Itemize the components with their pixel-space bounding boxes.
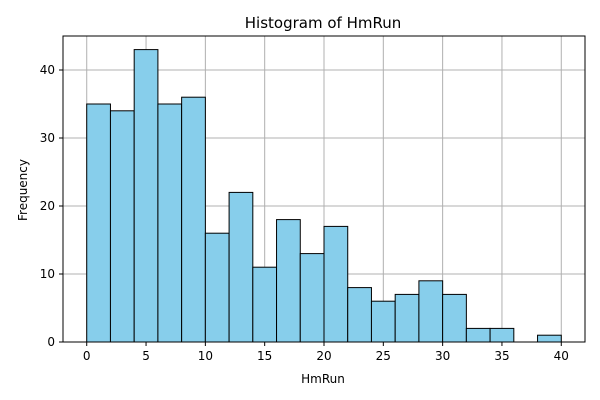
histogram-bar (133, 49, 159, 343)
x-tick-label: 5 (142, 349, 150, 363)
histogram-bar (323, 225, 349, 343)
axes-layer: 0 5 10 15 20 25 30 35 40 0 10 20 30 40 (40, 35, 586, 363)
histogram-bar (442, 293, 467, 343)
y-axis-label: Frequency (16, 159, 30, 221)
x-tick-label: 40 (554, 349, 569, 363)
histogram-bar (347, 287, 372, 343)
histogram-bar (394, 293, 420, 343)
x-tick-label: 35 (494, 349, 509, 363)
y-tick-label: 20 (40, 199, 55, 213)
histogram-bar (181, 96, 206, 343)
x-tick-label: 10 (198, 349, 213, 363)
x-tick-label: 20 (316, 349, 331, 363)
y-tick-label: 0 (47, 335, 55, 349)
histogram-bar (86, 103, 111, 343)
chart-title: Histogram of HmRun (245, 14, 401, 32)
histogram-bar (489, 327, 515, 343)
histogram-bar (204, 232, 230, 343)
histogram-bar (537, 334, 562, 343)
histogram-bar (228, 191, 254, 343)
histogram-bar (299, 253, 325, 343)
histogram-bar (418, 280, 444, 343)
x-tick-label: 0 (83, 349, 91, 363)
x-axis-label: HmRun (301, 372, 345, 386)
histogram-bar (465, 327, 491, 343)
histogram-bar (109, 110, 135, 343)
histogram-bar (252, 266, 278, 343)
histogram-bar (276, 219, 301, 343)
y-tick-label: 30 (40, 131, 55, 145)
x-tick-label: 15 (257, 349, 272, 363)
histogram-bar (370, 300, 396, 343)
histogram-bar (157, 103, 183, 343)
x-tick-label: 30 (435, 349, 450, 363)
y-tick-label: 40 (40, 63, 55, 77)
x-tick-label: 25 (376, 349, 391, 363)
y-tick-label: 10 (40, 267, 55, 281)
